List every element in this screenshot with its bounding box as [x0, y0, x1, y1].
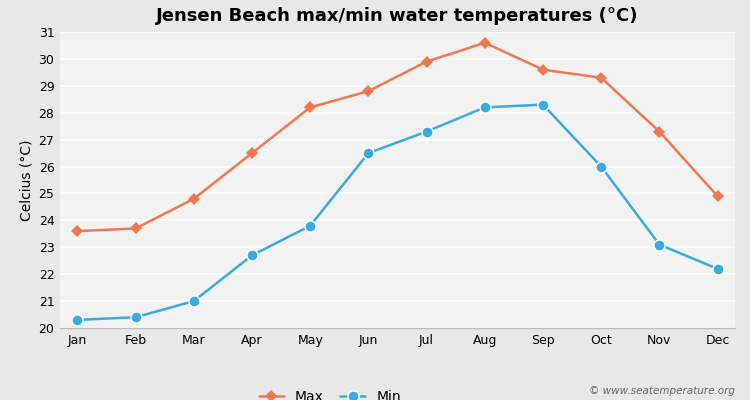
Max	[713, 194, 722, 198]
Min	[248, 253, 256, 258]
Max	[364, 89, 373, 94]
Max	[655, 129, 664, 134]
Max	[189, 196, 198, 201]
Max	[480, 40, 489, 45]
Max	[73, 229, 82, 234]
Max	[306, 105, 315, 110]
Max	[538, 67, 548, 72]
Min	[538, 102, 548, 107]
Line: Min: Min	[72, 99, 723, 326]
Max	[597, 75, 606, 80]
Min	[364, 151, 373, 156]
Max	[248, 151, 256, 156]
Line: Max: Max	[74, 38, 722, 235]
Min	[306, 223, 315, 228]
Title: Jensen Beach max/min water temperatures (°C): Jensen Beach max/min water temperatures …	[156, 7, 639, 25]
Max	[131, 226, 140, 231]
Max	[422, 59, 431, 64]
Min	[480, 105, 489, 110]
Text: © www.seatemperature.org: © www.seatemperature.org	[589, 386, 735, 396]
Y-axis label: Celcius (°C): Celcius (°C)	[19, 139, 33, 221]
Min	[422, 129, 431, 134]
Min	[189, 299, 198, 304]
Min	[597, 164, 606, 169]
Min	[73, 318, 82, 322]
Min	[131, 315, 140, 320]
Legend: Max, Min: Max, Min	[259, 390, 401, 400]
Min	[655, 242, 664, 247]
Min	[713, 266, 722, 271]
